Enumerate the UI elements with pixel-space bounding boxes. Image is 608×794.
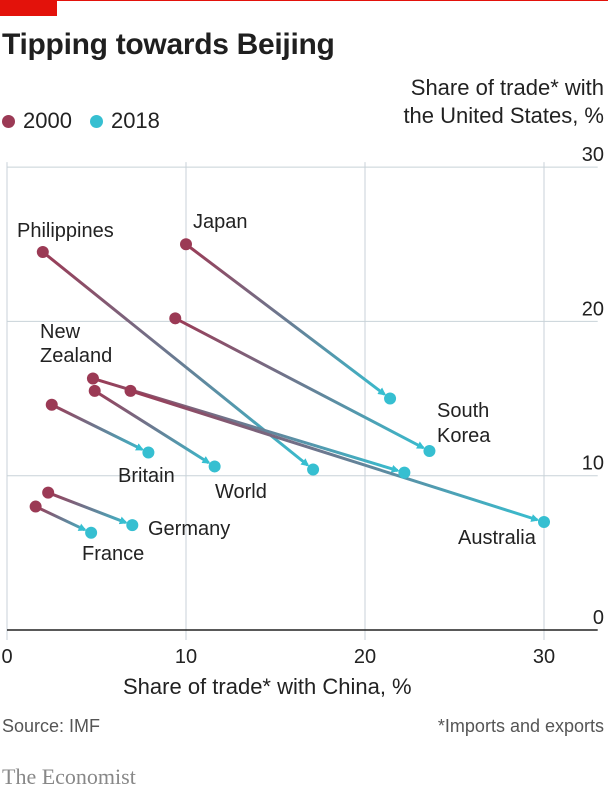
legend-label-2018: 2018 xyxy=(110,108,160,133)
axes: 0 10 20 30 0 10 20 30 xyxy=(1,144,604,668)
legend-item-2018: 2018 xyxy=(89,108,160,134)
legend-item-2000: 2000 xyxy=(2,108,72,134)
point-2000-france xyxy=(29,500,42,513)
brand-red-tag xyxy=(0,0,57,16)
point-2018-japan xyxy=(384,392,397,405)
arrow-britain xyxy=(51,403,144,451)
legend-label-2000: 2000 xyxy=(23,108,72,133)
point-2000-germany xyxy=(42,486,55,499)
label-world: World xyxy=(215,481,267,503)
label-france: France xyxy=(82,543,144,565)
point-2000-south-korea xyxy=(169,312,182,325)
point-2018-world xyxy=(208,460,221,473)
source-note: Source: IMF xyxy=(2,716,101,736)
legend-dot-2018 xyxy=(89,114,103,128)
top-rule xyxy=(0,0,608,1)
point-2000-new-zealand xyxy=(86,372,99,385)
label-japan: Japan xyxy=(193,211,248,233)
y-tick-label: 20 xyxy=(582,298,604,320)
label-britain: Britain xyxy=(118,465,175,487)
label-new: New xyxy=(40,321,81,343)
point-2018-south-korea xyxy=(423,445,436,458)
label-korea: Korea xyxy=(437,425,491,447)
arrow-japan xyxy=(185,243,387,396)
arrows xyxy=(34,243,540,532)
arrow-australia xyxy=(130,389,540,522)
x-axis-title: Share of trade* with China, % xyxy=(123,674,412,699)
point-2018-france xyxy=(85,526,98,539)
label-germany: Germany xyxy=(148,518,230,540)
point-2018-australia xyxy=(538,515,550,528)
legend: 2000 2018 xyxy=(2,108,178,134)
label-zealand: Zealand xyxy=(40,345,112,367)
legend-dot-2000 xyxy=(2,114,15,128)
point-2018-new-zealand xyxy=(398,466,411,479)
footnote: *Imports and exports xyxy=(437,716,604,736)
point-2000-australia xyxy=(124,384,137,397)
arrow-world xyxy=(93,389,211,464)
x-tick-label: 10 xyxy=(175,646,197,668)
point-2000-britain xyxy=(45,398,58,411)
y-tick-label: 30 xyxy=(582,144,604,166)
y-axis-title-line-1: Share of trade* with xyxy=(410,75,604,100)
y-axis-title-line-2: the United States, % xyxy=(403,103,604,128)
y-axis-title: Share of trade* with the United States, … xyxy=(403,74,604,130)
label-australia: Australia xyxy=(458,527,537,549)
y-tick-label: 10 xyxy=(582,453,604,475)
point-2000-world xyxy=(88,384,101,397)
x-tick-label: 30 xyxy=(533,646,555,668)
point-2000-philippines xyxy=(36,245,49,258)
arrow-france xyxy=(34,505,87,532)
point-2018-germany xyxy=(126,519,139,532)
arrow-germany xyxy=(47,491,128,525)
label-philippines: Philippines xyxy=(17,220,114,242)
x-tick-label: 20 xyxy=(354,646,376,668)
x-tick-label: 0 xyxy=(1,646,12,668)
points xyxy=(29,238,550,539)
label-south: South xyxy=(437,400,489,422)
point-2018-philippines xyxy=(307,463,320,476)
arrow-south-korea xyxy=(174,316,426,450)
point-2000-japan xyxy=(180,238,192,251)
chart-title: Tipping towards Beijing xyxy=(2,28,335,61)
publisher-logo: The Economist xyxy=(2,764,136,789)
point-2018-britain xyxy=(142,446,155,459)
y-tick-label: 0 xyxy=(593,607,604,629)
